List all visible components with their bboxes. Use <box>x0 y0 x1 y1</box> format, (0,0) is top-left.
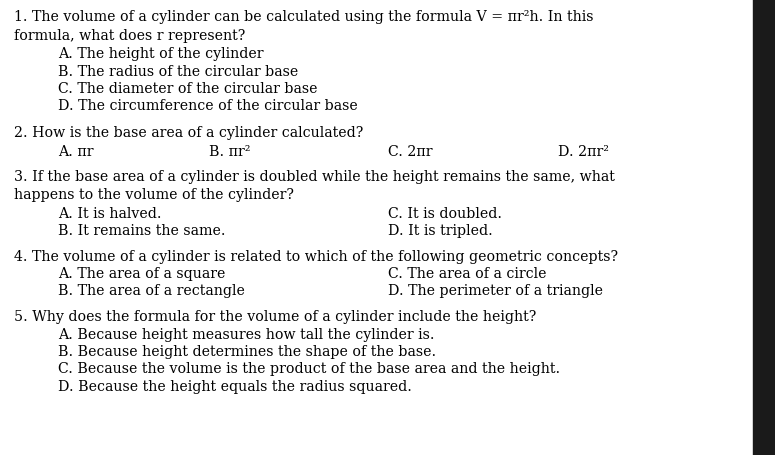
Text: formula, what does r represent?: formula, what does r represent? <box>14 29 245 43</box>
Text: B. Because height determines the shape of the base.: B. Because height determines the shape o… <box>58 344 436 359</box>
Bar <box>753 0 775 455</box>
Text: A. πr: A. πr <box>58 145 94 159</box>
Text: D. The circumference of the circular base: D. The circumference of the circular bas… <box>58 99 358 113</box>
Text: C. The area of a circle: C. The area of a circle <box>388 267 546 281</box>
Text: 2. How is the base area of a cylinder calculated?: 2. How is the base area of a cylinder ca… <box>14 126 363 140</box>
Text: D. 2πr²: D. 2πr² <box>558 145 609 159</box>
Text: D. Because the height equals the radius squared.: D. Because the height equals the radius … <box>58 379 412 393</box>
Text: 4. The volume of a cylinder is related to which of the following geometric conce: 4. The volume of a cylinder is related t… <box>14 249 618 263</box>
Text: A. The area of a square: A. The area of a square <box>58 267 226 281</box>
Text: D. It is tripled.: D. It is tripled. <box>388 224 492 238</box>
Text: B. The area of a rectangle: B. The area of a rectangle <box>58 284 245 298</box>
Text: happens to the volume of the cylinder?: happens to the volume of the cylinder? <box>14 188 294 202</box>
Text: 5. Why does the formula for the volume of a cylinder include the height?: 5. Why does the formula for the volume o… <box>14 310 536 324</box>
Text: B. It remains the same.: B. It remains the same. <box>58 224 226 238</box>
Text: A. The height of the cylinder: A. The height of the cylinder <box>58 47 264 61</box>
Text: B. πr²: B. πr² <box>209 145 251 159</box>
Text: D. The perimeter of a triangle: D. The perimeter of a triangle <box>388 284 602 298</box>
Text: 1. The volume of a cylinder can be calculated using the formula V = πr²h. In thi: 1. The volume of a cylinder can be calcu… <box>14 10 594 24</box>
Text: C. Because the volume is the product of the base area and the height.: C. Because the volume is the product of … <box>58 362 560 376</box>
Text: A. It is halved.: A. It is halved. <box>58 207 162 221</box>
Text: B. The radius of the circular base: B. The radius of the circular base <box>58 65 298 79</box>
Text: C. It is doubled.: C. It is doubled. <box>388 207 501 221</box>
Text: 3. If the base area of a cylinder is doubled while the height remains the same, : 3. If the base area of a cylinder is dou… <box>14 170 615 184</box>
Text: A. Because height measures how tall the cylinder is.: A. Because height measures how tall the … <box>58 327 435 341</box>
Text: C. 2πr: C. 2πr <box>388 145 432 159</box>
Text: C. The diameter of the circular base: C. The diameter of the circular base <box>58 82 318 96</box>
